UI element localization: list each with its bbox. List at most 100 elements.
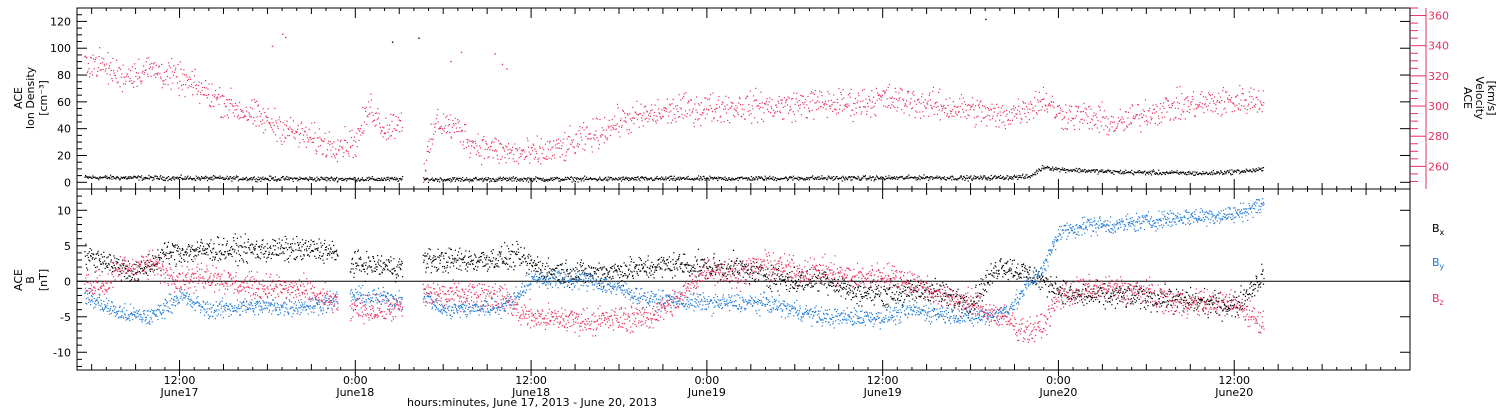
ion-density-point — [686, 178, 688, 180]
velocity-point — [537, 158, 539, 160]
bx-point — [178, 260, 180, 262]
ion-density-point — [167, 180, 169, 182]
ion-density-point — [612, 178, 614, 180]
velocity-point — [936, 101, 938, 103]
ion-density-point — [187, 175, 189, 177]
velocity-point — [1030, 101, 1032, 103]
ion-density-point — [642, 176, 644, 178]
velocity-point — [725, 95, 727, 97]
ion-density-point — [768, 178, 770, 180]
velocity-point — [616, 103, 619, 105]
ion-density-point — [1187, 171, 1189, 173]
ion-density-point — [502, 179, 504, 181]
bx-point — [133, 263, 135, 265]
velocity-point — [561, 153, 564, 156]
ion-density-point — [767, 177, 769, 180]
velocity-point — [1000, 114, 1002, 116]
ion-density-point — [951, 175, 953, 177]
velocity-point — [915, 110, 917, 112]
ion-density-point — [307, 180, 309, 182]
velocity-point — [487, 157, 489, 159]
velocity-point — [1253, 88, 1255, 90]
ion-density-point — [771, 177, 773, 179]
bx-point — [499, 255, 501, 257]
velocity-point — [498, 162, 500, 164]
velocity-point — [378, 112, 380, 115]
stray-point — [285, 36, 287, 39]
velocity-point — [342, 155, 344, 158]
ion-density-point — [172, 178, 174, 180]
ion-density-point — [997, 176, 1000, 178]
velocity-point — [619, 136, 621, 138]
bx-point — [457, 251, 460, 253]
velocity-point — [1200, 106, 1202, 108]
ion-density-point — [812, 178, 814, 180]
ion-density-point — [1129, 171, 1131, 174]
ion-density-point — [1171, 170, 1173, 172]
velocity-point — [327, 142, 329, 144]
velocity-point — [457, 119, 459, 121]
ion-density-point — [976, 176, 978, 178]
velocity-point — [523, 158, 525, 160]
velocity-point — [261, 123, 263, 125]
ion-density-point — [278, 179, 280, 181]
ion-density-point — [576, 177, 578, 179]
ion-density-point — [363, 179, 365, 181]
velocity-point — [554, 144, 556, 146]
bx-point — [280, 246, 282, 248]
ion-density-point — [504, 178, 506, 180]
ion-density-point — [266, 178, 268, 180]
ion-density-point — [1021, 177, 1023, 179]
velocity-point — [449, 131, 451, 133]
velocity-point — [103, 58, 105, 60]
bx-point — [388, 259, 390, 261]
velocity-point — [217, 97, 219, 99]
ion-density-point — [533, 179, 535, 181]
bx-point — [296, 236, 298, 238]
ion-density-point — [841, 180, 843, 182]
bx-point — [185, 252, 187, 254]
ion-density-point — [137, 175, 139, 177]
velocity-point — [222, 94, 224, 97]
velocity-point — [210, 106, 212, 108]
ion-density-point — [688, 178, 690, 180]
ion-density-point — [1101, 171, 1103, 173]
velocity-point — [1023, 102, 1025, 104]
velocity-point — [426, 150, 428, 152]
velocity-point — [379, 127, 381, 129]
velocity-point — [280, 140, 282, 142]
bx-point — [203, 253, 205, 255]
bx-point — [465, 264, 467, 266]
velocity-point — [90, 57, 92, 59]
bx-point — [215, 251, 217, 253]
ion-density-point — [1045, 167, 1047, 169]
ion-density-point — [529, 179, 531, 181]
velocity-point — [902, 99, 905, 101]
ion-density-point — [1127, 171, 1129, 173]
bx-point — [151, 268, 153, 270]
bx-point — [438, 268, 440, 270]
velocity-point — [98, 56, 100, 58]
ion-density-point — [516, 178, 518, 180]
velocity-point — [447, 131, 449, 133]
ion-density-point — [1049, 169, 1051, 171]
velocity-point — [863, 88, 865, 91]
velocity-point — [168, 65, 170, 67]
density-axis-tick-label: 100 — [50, 42, 71, 55]
bx-point — [214, 257, 216, 259]
ion-density-point — [847, 179, 849, 181]
velocity-point — [206, 97, 208, 99]
ion-density-point — [808, 179, 810, 181]
velocity-point — [219, 87, 221, 89]
velocity-point — [1166, 111, 1168, 113]
bx-point — [233, 240, 235, 242]
velocity-point — [660, 118, 662, 120]
velocity-point — [208, 83, 210, 85]
velocity-point — [1201, 91, 1203, 93]
bx-point — [488, 259, 490, 261]
bx-point — [523, 247, 525, 249]
bx-point — [426, 263, 428, 265]
ion-density-point — [1033, 174, 1035, 176]
bx-point — [90, 254, 92, 257]
ion-density-point — [133, 175, 135, 177]
